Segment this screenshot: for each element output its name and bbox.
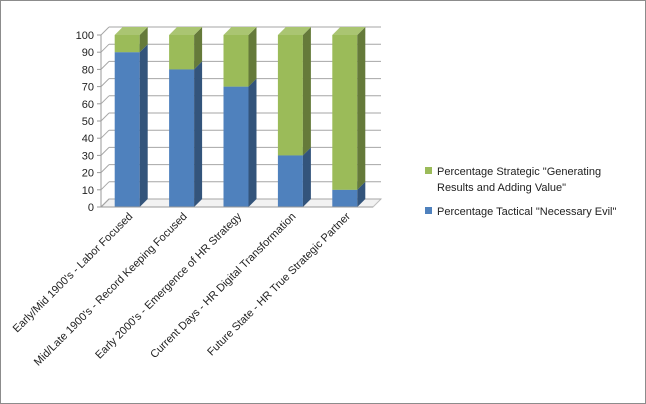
y-tick-label: 100 <box>76 30 94 42</box>
legend-swatch <box>425 167 432 174</box>
gridline-depth <box>100 181 110 191</box>
legend-label: Percentage Tactical "Necessary Evil" <box>437 206 617 218</box>
gridline-depth <box>100 198 110 208</box>
y-tick-label: 20 <box>82 168 94 180</box>
y-tick-label: 70 <box>82 82 94 94</box>
bar-segment-side <box>194 61 203 208</box>
bar-segment-side <box>302 147 311 207</box>
y-tick-label: 50 <box>82 116 94 128</box>
bar-segment-side <box>248 27 257 87</box>
gridline-depth <box>100 112 110 122</box>
y-tick-label: 0 <box>88 202 94 214</box>
bar-segment <box>332 35 358 190</box>
gridline-depth <box>100 26 110 36</box>
bar-segment <box>223 35 249 87</box>
bar-segment-top <box>277 27 311 35</box>
bar-segment-side <box>194 27 203 70</box>
bar-segment-side <box>248 78 257 207</box>
bar-segment <box>332 189 358 207</box>
legend-label: Percentage Strategic "Generating <box>437 166 601 178</box>
y-tick-label: 40 <box>82 133 94 145</box>
bar-segment <box>277 155 303 207</box>
bar-segment <box>169 69 195 208</box>
bar-segment <box>114 52 140 208</box>
x-category-label: Early/Mid 1900's - Labor Focused <box>11 211 136 336</box>
gridline-depth <box>100 129 110 139</box>
gridline-depth <box>100 164 110 173</box>
bar-segment-side <box>357 181 366 207</box>
bar-segment <box>114 35 140 53</box>
bar-segment-top <box>114 27 148 35</box>
bar-segment <box>169 35 195 70</box>
y-tick-label: 60 <box>82 99 94 111</box>
bar-segment-top <box>169 27 203 35</box>
y-tick-label: 30 <box>82 150 94 162</box>
y-tick-label: 10 <box>82 185 94 197</box>
bar-segment <box>277 35 303 156</box>
y-tick-label: 80 <box>82 64 94 76</box>
bar-segment <box>223 86 249 207</box>
bar-segment-side <box>302 27 311 156</box>
gridline-depth <box>100 78 110 87</box>
gridline-depth <box>100 147 110 156</box>
bar-segment-top <box>332 27 366 35</box>
gridline-depth <box>100 61 110 70</box>
gridline-depth <box>100 43 110 53</box>
bar-segment-side <box>357 27 366 190</box>
legend-label: Results and Adding Value" <box>437 182 566 194</box>
bar-segment-side <box>139 44 148 208</box>
gridline-depth <box>100 95 110 105</box>
bar-segment-side <box>139 27 148 53</box>
bar-segment-top <box>223 27 257 35</box>
y-tick-label: 90 <box>82 47 94 59</box>
legend-swatch <box>425 207 432 214</box>
